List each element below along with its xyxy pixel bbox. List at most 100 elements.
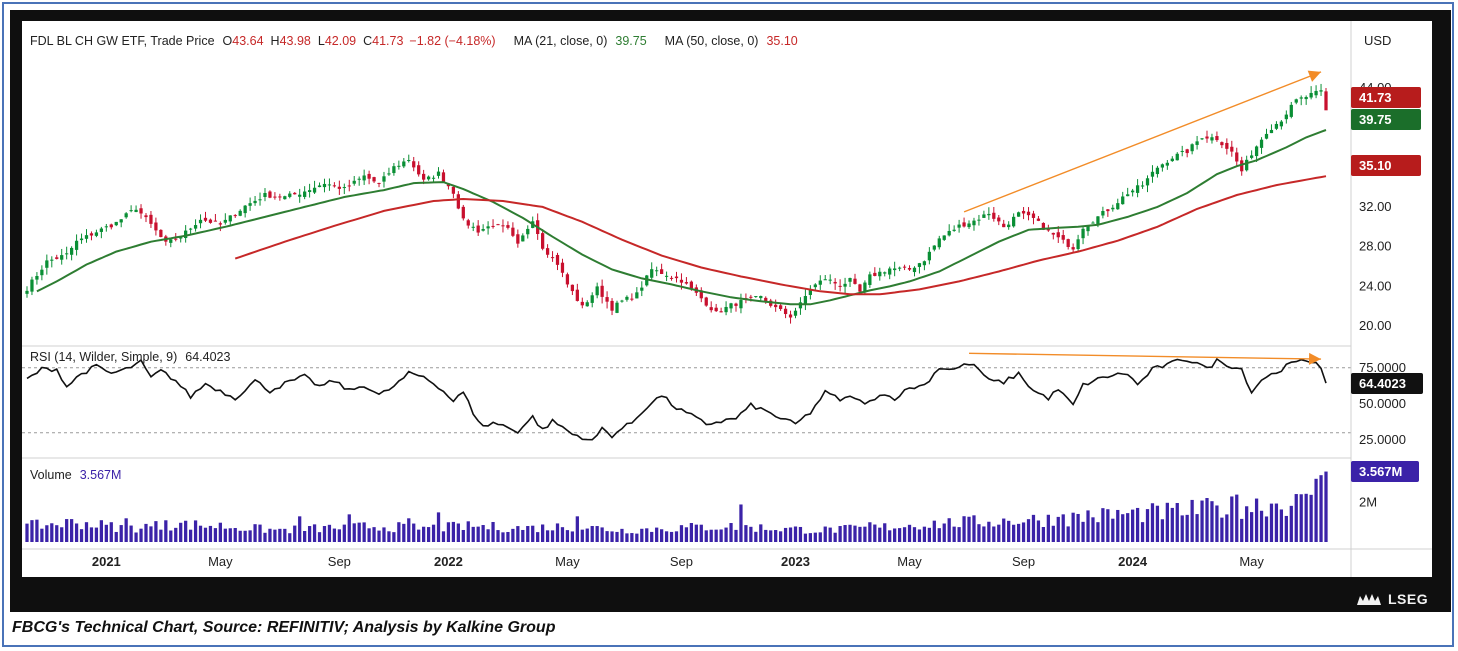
candle-body (724, 306, 728, 313)
candle-body (377, 182, 381, 184)
candle-body (223, 219, 227, 223)
candle-body (248, 203, 252, 206)
volume-bar (610, 531, 614, 542)
candle-body (1066, 239, 1070, 247)
volume-bar (1160, 519, 1165, 542)
volume-bar (1165, 502, 1169, 542)
rsi-value-tag: 64.4023 (1359, 376, 1406, 391)
candle-body (60, 255, 64, 260)
volume-bar (129, 525, 133, 542)
volume-bar (630, 533, 634, 542)
candle-body (679, 279, 684, 283)
volume-bar (441, 531, 446, 542)
candle-body (496, 224, 500, 226)
candle-body (1190, 144, 1194, 152)
volume-bar (45, 525, 49, 542)
candle-body (1205, 136, 1209, 139)
candle-body (605, 297, 609, 302)
plot-background (22, 21, 1351, 577)
volume-bar (174, 527, 178, 542)
candle-body (273, 196, 277, 198)
candle-body (436, 171, 441, 176)
candle-body (560, 262, 565, 273)
volume-bar (476, 526, 480, 542)
volume-bar (788, 527, 793, 542)
volume-bar (307, 526, 312, 542)
technical-chart[interactable]: 44.0032.0028.0024.0020.0036.0075.000050.… (22, 21, 1432, 591)
candle-body (1101, 211, 1105, 216)
candle-body (451, 186, 456, 194)
candle-body (307, 190, 312, 193)
candle-body (65, 253, 69, 255)
candle-body (238, 210, 242, 216)
candle-body (1314, 90, 1318, 96)
candle-body (1056, 232, 1060, 238)
candle-body (699, 290, 703, 299)
candle-body (233, 215, 237, 217)
candle-body (754, 296, 758, 298)
volume-bar (337, 529, 341, 542)
volume-bar (149, 526, 153, 542)
candle-body (813, 284, 817, 288)
candle-body (1264, 133, 1269, 139)
candle-body (1116, 203, 1120, 210)
volume-bar (1012, 524, 1016, 542)
candle-body (580, 301, 584, 306)
candle-body (565, 274, 570, 285)
candle-body (1111, 207, 1115, 210)
candle-body (595, 286, 599, 296)
candle-body (759, 295, 763, 299)
volume-bar (506, 531, 510, 542)
rsi-label: RSI (14, Wilder, Simple, 9) (30, 350, 177, 364)
volume-bar (674, 531, 679, 542)
volume-bar (382, 527, 386, 542)
volume-bar (650, 531, 654, 542)
volume-bar (640, 528, 644, 542)
volume-bar (868, 522, 872, 542)
candle-body (124, 213, 128, 218)
candle-body (1289, 104, 1293, 117)
candle-body (1002, 223, 1006, 228)
candle-body (1007, 224, 1011, 228)
candle-body (283, 196, 287, 200)
candle-body (268, 191, 272, 198)
candle-body (486, 226, 490, 229)
candle-body (868, 274, 872, 285)
candle-body (1304, 97, 1308, 100)
candle-body (1131, 190, 1135, 193)
volume-bar (967, 516, 971, 542)
candle-body (793, 310, 798, 316)
candle-body (362, 175, 366, 181)
candle-body (729, 303, 733, 309)
volume-bar (1230, 496, 1234, 542)
candle-body (208, 219, 213, 223)
volume-bar (798, 526, 803, 542)
candle-body (1121, 196, 1125, 205)
volume-bar (84, 522, 89, 542)
candle-body (1036, 218, 1041, 221)
candle-body (709, 307, 713, 311)
candle-body (1324, 91, 1328, 111)
legend-ma50-label: MA (50, close, 0) (665, 34, 759, 48)
volume-bar (828, 527, 832, 542)
legend-o-label: O (223, 34, 233, 48)
volume-bar (1051, 525, 1055, 542)
volume-bar (55, 525, 59, 542)
volume-bar (585, 528, 589, 542)
volume-bar (516, 526, 520, 542)
volume-value-tag: 3.567M (1359, 464, 1402, 479)
candle-body (650, 269, 654, 278)
candle-body (674, 276, 679, 279)
volume-bar (932, 520, 936, 542)
volume-bar (1284, 515, 1288, 542)
candle-body (1225, 142, 1229, 149)
candle-body (74, 240, 79, 250)
volume-bar (541, 524, 545, 542)
volume-bar (838, 526, 842, 542)
volume-bar (992, 526, 996, 542)
candle-body (501, 225, 505, 227)
candle-body (1061, 235, 1065, 240)
price-pane (22, 70, 1351, 347)
volume-bar (739, 504, 743, 542)
